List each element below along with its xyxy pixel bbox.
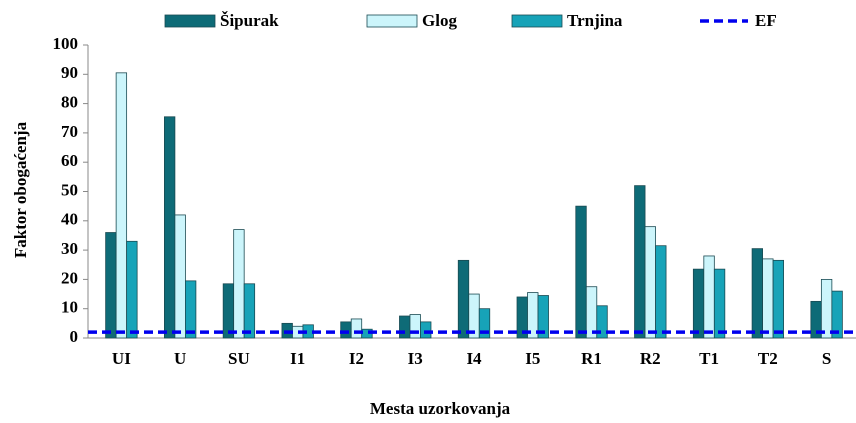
legend-label: Trnjina — [567, 11, 623, 30]
bar — [105, 232, 117, 339]
y-tick-label: 80 — [61, 93, 78, 112]
bar — [457, 259, 470, 339]
y-tick-label: 30 — [61, 239, 78, 258]
legend-label: EF — [755, 11, 777, 30]
x-tick-label: I5 — [525, 349, 540, 368]
bar — [222, 283, 235, 339]
y-axis-title: Faktor obogaćenja — [11, 121, 30, 258]
x-tick-label: T2 — [758, 349, 778, 368]
bar — [751, 248, 763, 339]
bar — [655, 245, 667, 339]
y-tick-label: 40 — [61, 210, 78, 229]
legend-label: Šipurak — [220, 11, 279, 30]
x-tick-label: U — [174, 349, 186, 368]
y-tick-label: 100 — [53, 34, 79, 53]
x-tick-label: I2 — [349, 349, 364, 368]
bar — [115, 72, 128, 339]
bar — [340, 321, 352, 339]
bar — [350, 318, 363, 339]
x-tick-label: SU — [228, 349, 250, 368]
y-tick-label: 70 — [61, 122, 78, 141]
bar — [831, 290, 843, 339]
x-tick-label: S — [822, 349, 831, 368]
bar — [478, 308, 491, 339]
bar — [596, 305, 608, 339]
bar — [703, 255, 715, 339]
bar — [420, 321, 432, 339]
x-tick-label: I4 — [466, 349, 482, 368]
bar — [772, 259, 784, 339]
y-tick-label: 0 — [70, 327, 79, 346]
bar — [164, 116, 176, 339]
legend-swatch — [366, 14, 418, 28]
x-tick-label: UI — [112, 349, 131, 368]
y-tick-label: 90 — [61, 63, 78, 82]
legend-label: Glog — [422, 11, 457, 30]
x-tick-label: R2 — [640, 349, 661, 368]
y-tick-label: 60 — [61, 151, 78, 170]
y-tick-label: 10 — [61, 298, 78, 317]
legend-swatch — [164, 14, 216, 28]
legend-swatch — [511, 14, 563, 28]
bar — [762, 258, 774, 339]
bar — [233, 229, 245, 339]
x-tick-label: I3 — [408, 349, 423, 368]
bar — [820, 278, 833, 339]
bar — [692, 268, 705, 339]
y-tick-label: 20 — [61, 268, 78, 287]
bar — [126, 240, 138, 339]
bar — [243, 283, 256, 339]
bar — [713, 268, 726, 339]
bar — [399, 315, 411, 339]
bar — [409, 314, 421, 339]
bar — [644, 226, 656, 339]
bar — [537, 295, 549, 339]
x-tick-label: T1 — [699, 349, 719, 368]
bar — [585, 286, 598, 339]
bar — [575, 205, 587, 339]
x-tick-label: R1 — [581, 349, 602, 368]
bar — [174, 214, 186, 339]
x-tick-label: I1 — [290, 349, 305, 368]
x-axis-title: Mesta uzorkovanja — [370, 399, 511, 418]
bar — [185, 280, 197, 339]
y-tick-label: 50 — [61, 180, 78, 199]
bar — [634, 185, 646, 339]
